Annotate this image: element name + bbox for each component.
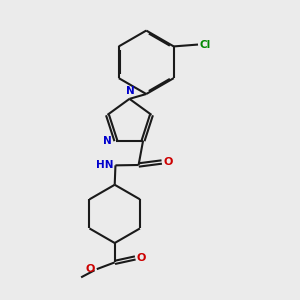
Text: Cl: Cl xyxy=(199,40,210,50)
Text: O: O xyxy=(86,264,95,274)
Text: HN: HN xyxy=(96,160,114,170)
Text: N: N xyxy=(103,136,111,146)
Text: N: N xyxy=(126,86,135,96)
Text: O: O xyxy=(137,253,146,263)
Text: O: O xyxy=(164,157,173,167)
